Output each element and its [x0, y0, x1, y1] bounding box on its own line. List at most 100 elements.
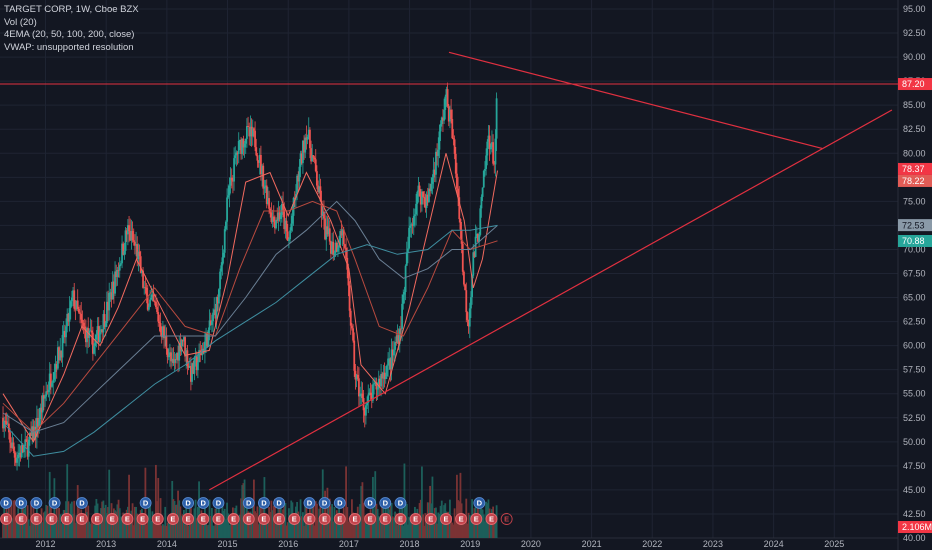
candle-body — [174, 359, 177, 360]
dividend-marker — [273, 497, 286, 509]
earnings-marker-label: E — [504, 515, 509, 524]
candle-body — [137, 251, 140, 260]
candle-body — [268, 198, 270, 209]
volume-bar — [205, 515, 207, 538]
volume-bar — [123, 513, 126, 538]
candle-body — [429, 188, 431, 192]
candle-body — [354, 370, 357, 380]
year-tick-label: 2012 — [35, 539, 55, 549]
volume-bar — [415, 514, 417, 538]
volume-bar — [300, 516, 303, 538]
earnings-marker-label: E — [443, 515, 448, 524]
volume-bar — [118, 508, 121, 538]
earnings-marker — [440, 513, 452, 525]
candle-body — [298, 166, 301, 182]
volume-bar — [74, 522, 77, 538]
ema-line — [2, 200, 498, 433]
ema-indicator-label[interactable]: 4EMA (20, 50, 100, 200, close) — [4, 29, 135, 40]
price-tick-label: 65.00 — [903, 293, 926, 303]
volume-bar — [408, 516, 410, 538]
candle-body — [470, 297, 472, 309]
earnings-marker-label: E — [155, 515, 160, 524]
volume-bar — [307, 513, 310, 538]
volume-bar — [370, 513, 373, 538]
dividend-marker — [394, 497, 407, 509]
candle-body — [351, 325, 353, 329]
candle-body — [236, 152, 239, 154]
dividend-marker-label: D — [201, 499, 207, 508]
time-axis[interactable]: 2012 2013 2014 2015 2016 2017 2018 2019 2020 2021… — [35, 539, 844, 549]
price-tick-label: 52.50 — [903, 413, 926, 423]
earnings-marker — [273, 513, 286, 525]
volume-bar — [389, 506, 392, 538]
candle-body — [144, 287, 147, 289]
candle-body — [384, 376, 387, 380]
candle-body — [179, 342, 182, 352]
candle-body — [107, 301, 109, 311]
volume-bar — [60, 523, 63, 538]
candle-body — [192, 363, 195, 374]
candle-body — [47, 389, 50, 393]
candle-body — [293, 197, 296, 199]
candle-body — [246, 126, 248, 139]
candle-body — [328, 228, 331, 242]
volume-bar — [193, 508, 196, 538]
volume-bar — [229, 522, 232, 538]
earnings-marker-label: E — [125, 515, 130, 524]
candle-body — [400, 328, 402, 330]
candle-body — [228, 185, 231, 196]
volume-bar — [160, 525, 163, 538]
earnings-marker — [364, 513, 377, 525]
candle-body — [202, 348, 205, 353]
volume-bar — [298, 517, 301, 538]
event-markers[interactable]: D D D D D D D D D D D D D D D D D D DE E E E E E E E E E E E E E E E E E E E E… — [0, 497, 513, 525]
price-tick-label: 95.00 — [903, 4, 926, 14]
volume-bar — [133, 506, 136, 538]
earnings-marker — [91, 513, 104, 525]
earnings-marker — [318, 513, 331, 525]
candle-body — [431, 177, 434, 184]
volume-bar — [345, 466, 347, 538]
candle-body — [466, 312, 469, 320]
volume-bar — [270, 500, 273, 538]
candle-body — [196, 362, 199, 371]
volume-bar — [37, 514, 39, 538]
candle-body — [408, 227, 410, 249]
candle-body — [292, 197, 295, 216]
trendlines[interactable] — [0, 51, 898, 491]
candle-body — [390, 349, 393, 370]
volume-bar — [182, 509, 185, 538]
volume-bar — [431, 476, 434, 538]
volume-bar — [288, 508, 290, 538]
symbol-title[interactable]: TARGET CORP, 1W, Cboe BZX — [4, 4, 139, 15]
earnings-marker — [197, 513, 210, 525]
candle-body — [452, 138, 455, 140]
volume-bar — [348, 517, 351, 538]
candle-body — [166, 348, 169, 358]
volume-bar — [375, 503, 378, 538]
candle-body — [486, 141, 489, 156]
candle-body — [325, 226, 328, 240]
volume-bar — [90, 518, 93, 538]
candle-body — [9, 432, 11, 443]
volume-bar — [254, 511, 256, 538]
volume-bar — [179, 506, 182, 538]
candle-body — [195, 356, 198, 371]
candle-body — [156, 307, 158, 313]
chart-legend: TARGET CORP, 1W, Cboe BZX Vol (20) 4EMA … — [4, 4, 139, 54]
volume-indicator-label[interactable]: Vol (20) — [4, 16, 37, 28]
candle-body — [163, 326, 165, 339]
candle-body — [465, 290, 468, 313]
candle-body — [16, 458, 18, 463]
dividend-marker-label: D — [307, 499, 313, 508]
vwap-indicator-label[interactable]: VWAP: unsupported resolution — [4, 41, 134, 53]
volume-bar — [163, 525, 165, 538]
volume-bar — [310, 518, 312, 538]
candle-body — [318, 186, 321, 193]
earnings-marker — [394, 513, 407, 525]
candle-body — [53, 371, 56, 380]
candle-body — [463, 271, 465, 285]
candle-body — [7, 423, 10, 433]
volume-bar — [165, 525, 168, 538]
